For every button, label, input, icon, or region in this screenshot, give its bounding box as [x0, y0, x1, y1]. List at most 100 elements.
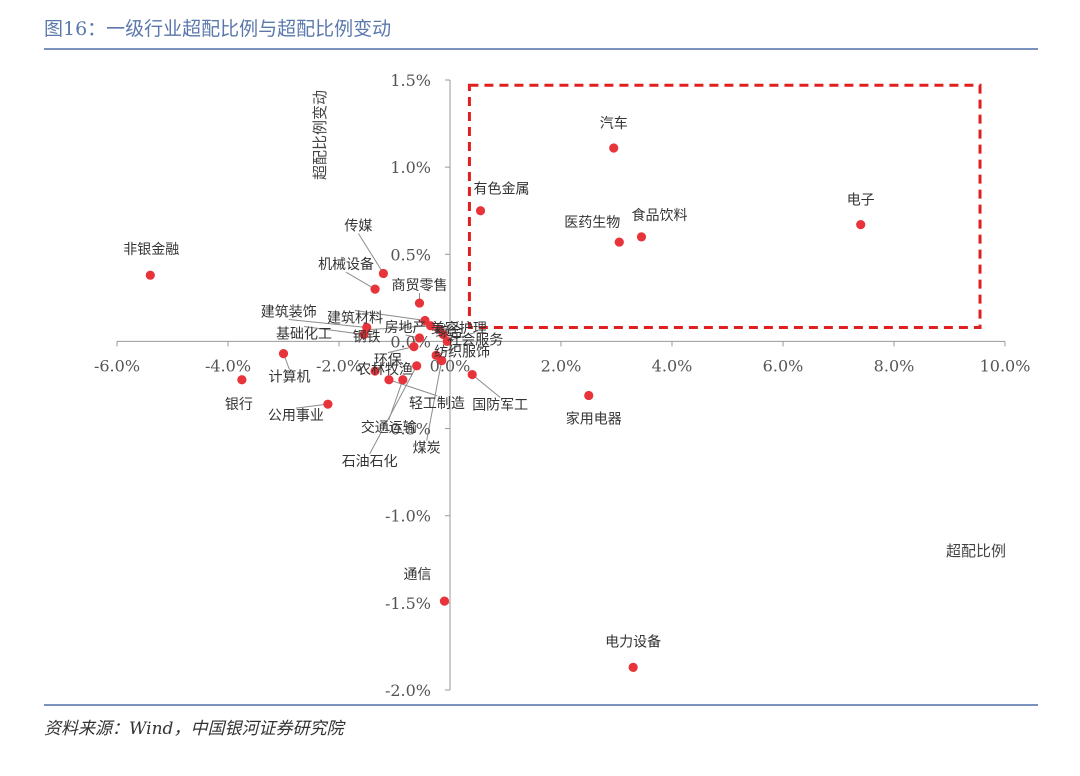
- x-tick-label-6p0: 6.0%: [763, 356, 804, 375]
- data-point-1: [856, 220, 866, 230]
- point-label-17: 环保: [374, 353, 402, 369]
- x-tick-label-2p0: 2.0%: [541, 356, 582, 375]
- point-label-6: 传媒: [344, 218, 372, 234]
- point-label-15: 基础化工: [276, 325, 332, 342]
- data-point-21: [370, 366, 380, 376]
- leader-line-10: [366, 325, 431, 331]
- data-point-26: [412, 361, 422, 371]
- data-point-0: [609, 143, 619, 153]
- data-point-8: [414, 298, 425, 308]
- y-tick-label--2p0: -2.0%: [385, 681, 431, 700]
- point-label-22: 轻工制造: [409, 396, 465, 412]
- point-label-23: 国防军工: [472, 398, 528, 414]
- point-label-27: 煤炭: [413, 441, 441, 457]
- figure-source: 资料来源：Wind，中国银河证券研究院: [44, 719, 344, 739]
- point-label-18: 计算机: [269, 370, 311, 386]
- data-point-15: [359, 329, 369, 340]
- point-label-1: 电子: [847, 193, 875, 209]
- point-label-19: 纺织服饰: [434, 344, 490, 360]
- leader-line-26: [369, 365, 418, 455]
- leader-line-7: [345, 271, 376, 290]
- axes: [116, 79, 1006, 691]
- data-point-18: [278, 349, 289, 359]
- data-point-17: [409, 342, 419, 352]
- data-point-22: [384, 375, 394, 385]
- data-point-6: [378, 268, 388, 279]
- data-point-27: [437, 356, 447, 366]
- leader-line-6: [357, 233, 384, 274]
- point-label-5: 非银金融: [123, 242, 179, 258]
- y-tick-label-1p5: 1.5%: [390, 71, 431, 90]
- x-tick-marks: [116, 341, 1006, 347]
- point-label-21: 农林牧渔: [357, 362, 413, 378]
- y-tick-label-0p5: 0.5%: [390, 245, 431, 264]
- leader-line-9: [354, 310, 426, 322]
- top-rule: [44, 48, 1038, 50]
- point-label-9: 建筑材料: [327, 311, 383, 327]
- point-label-25: 交通运输: [361, 419, 417, 436]
- leader-line-27: [426, 360, 443, 441]
- point-label-26: 石油石化: [342, 454, 398, 470]
- data-point-20: [237, 375, 247, 385]
- point-label-30: 电力设备: [605, 633, 661, 650]
- x-tick-label--2p0: -2.0%: [316, 356, 362, 375]
- point-label-0: 汽车: [600, 115, 628, 132]
- y-tick-label--1p0: -1.0%: [385, 507, 431, 526]
- data-point-23: [467, 369, 477, 380]
- leader-line-13: [288, 318, 367, 328]
- point-label-16: 社会服务: [447, 332, 503, 348]
- y-axis-title: 超配比例变动: [311, 90, 329, 180]
- point-label-8: 商贸零售: [391, 278, 447, 294]
- data-point-3: [614, 237, 624, 247]
- figure-title: 图16：一级行业超配比例与超配比例变动: [44, 18, 392, 40]
- leader-lines: [283, 233, 501, 455]
- data-point-13: [362, 322, 372, 333]
- leader-line-15: [303, 325, 365, 335]
- point-label-20: 银行: [225, 397, 253, 413]
- point-label-24: 公用事业: [268, 408, 324, 424]
- point-label-29: 通信: [403, 567, 431, 583]
- point-label-10: 钢铁: [353, 330, 381, 346]
- point-label-2: 食品饮料: [631, 207, 687, 224]
- y-tick-label-1p0: 1.0%: [390, 158, 431, 177]
- leader-line-19: [435, 343, 463, 356]
- y-tick-label--0p5: -0.5%: [385, 420, 431, 439]
- leader-line-16: [447, 331, 476, 342]
- point-label-28: 家用电器: [566, 410, 622, 427]
- data-point-29: [439, 596, 450, 606]
- leader-line-24: [295, 403, 328, 409]
- data-point-14: [414, 333, 425, 343]
- data-point-2: [636, 232, 647, 242]
- y-tick-label--1p5: -1.5%: [385, 594, 431, 613]
- leader-line-23: [471, 374, 501, 398]
- data-point-30: [628, 662, 638, 672]
- x-tick-label--6p0: -6.0%: [94, 356, 140, 375]
- data-point-10: [425, 321, 436, 331]
- x-tick-label-10p0: 10.0%: [980, 356, 1031, 375]
- point-label-7: 机械设备: [318, 256, 374, 273]
- data-point-16: [442, 336, 452, 347]
- point-label-11: 美容护理: [431, 320, 487, 337]
- x-tick-label--4p0: -4.0%: [205, 356, 251, 375]
- point-label-12: 综合: [435, 324, 463, 340]
- point-label-13: 建筑装饰: [261, 304, 317, 320]
- tick-labels: -6.0% -4.0% -2.0% 0.0% 2.0% 4.0% 6.0% 8.0% 10.0%…: [94, 71, 1030, 700]
- data-point-24: [323, 399, 333, 409]
- data-point-5: [145, 270, 155, 280]
- data-point-28: [584, 390, 594, 401]
- x-axis-title: 超配比例: [946, 542, 1006, 560]
- data-point-12: [438, 329, 448, 340]
- point-label-3: 医药生物: [564, 215, 620, 231]
- leader-line-22: [388, 379, 438, 397]
- point-label-4: 有色金属: [474, 181, 530, 198]
- x-tick-label-8p0: 8.0%: [874, 356, 915, 375]
- x-tick-label-4p0: 4.0%: [652, 356, 693, 375]
- data-point-25: [398, 375, 408, 385]
- data-point-4: [475, 206, 486, 216]
- highlight-region: [467, 83, 982, 329]
- data-point-7: [370, 284, 380, 294]
- point-label-14: 房地产: [384, 320, 426, 336]
- bottom-rule: [44, 704, 1038, 706]
